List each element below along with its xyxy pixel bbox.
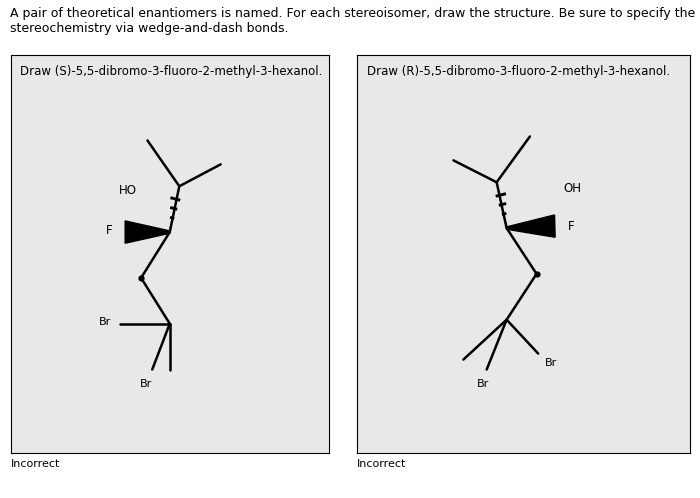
Text: Draw (S)-5,5-dibromo-3-fluoro-2-methyl-3-hexanol.: Draw (S)-5,5-dibromo-3-fluoro-2-methyl-3… — [20, 65, 323, 78]
Text: Br: Br — [140, 379, 152, 389]
Text: Draw (R)-5,5-dibromo-3-fluoro-2-methyl-3-hexanol.: Draw (R)-5,5-dibromo-3-fluoro-2-methyl-3… — [367, 65, 670, 78]
Text: F: F — [568, 220, 575, 233]
Polygon shape — [507, 215, 555, 237]
Text: OH: OH — [563, 182, 581, 195]
Text: Incorrect: Incorrect — [10, 459, 60, 469]
Text: Br: Br — [99, 317, 111, 327]
Text: Br: Br — [545, 358, 557, 368]
Text: F: F — [106, 224, 113, 237]
Text: stereochemistry via wedge-and-dash bonds.: stereochemistry via wedge-and-dash bonds… — [10, 22, 289, 35]
Polygon shape — [125, 221, 169, 243]
Text: A pair of theoretical enantiomers is named. For each stereoisomer, draw the stru: A pair of theoretical enantiomers is nam… — [10, 7, 696, 20]
Text: Incorrect: Incorrect — [357, 459, 407, 469]
Text: HO: HO — [119, 184, 136, 197]
Text: Br: Br — [477, 379, 489, 389]
